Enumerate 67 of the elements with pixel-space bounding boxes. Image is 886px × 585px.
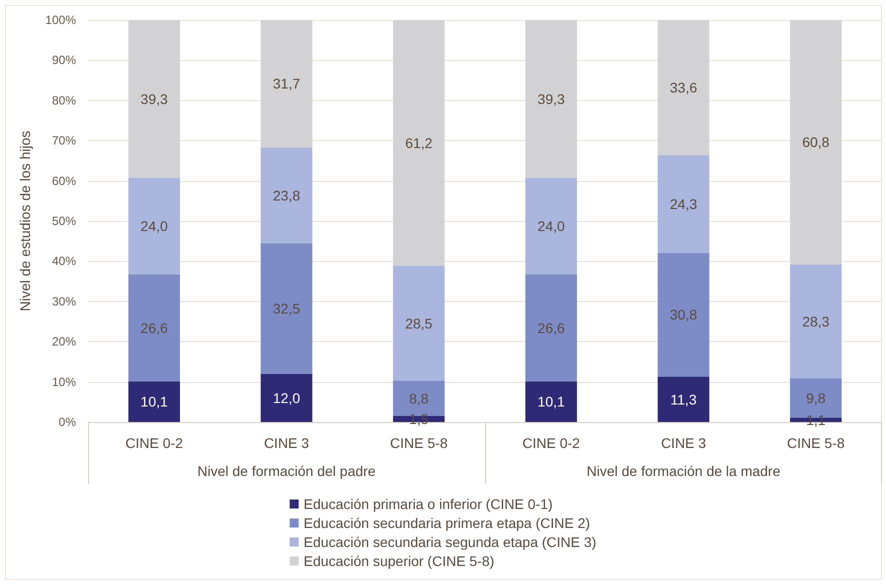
bar: [128, 20, 180, 178]
text: Nivel de formación de la madre: [586, 463, 781, 479]
legend-label: Educación secundaria segunda etapa (CINE 3): [304, 534, 596, 550]
legend-label: Educación superior (CINE 5-8): [304, 553, 494, 569]
x-tick-label: CINE 0-2: [125, 435, 184, 451]
bar: [128, 381, 180, 422]
y-tick-label: 80%: [52, 93, 76, 108]
data-label: 61,2: [405, 135, 433, 152]
bar: [393, 380, 445, 416]
bar: [128, 178, 180, 274]
bar: [525, 20, 577, 178]
x-tick-label: CINE 0-2: [522, 435, 580, 451]
data-label: 8,8: [409, 390, 429, 406]
bar: [525, 381, 577, 422]
y-tick-label: 60%: [52, 174, 76, 188]
bar: [658, 252, 710, 377]
data-label: 28,3: [802, 313, 830, 330]
data-label: 31,7: [272, 76, 300, 92]
y-tick-label: 70%: [52, 134, 76, 148]
bar: [393, 266, 445, 381]
data-label: 12,0: [272, 390, 300, 406]
bar: [260, 20, 312, 148]
data-label: 30,8: [670, 306, 698, 323]
data-label: 10,1: [538, 394, 566, 410]
bar: [790, 264, 842, 378]
data-label: 11,3: [670, 391, 697, 408]
data-label: 10,1: [140, 394, 168, 410]
bar: [525, 274, 577, 382]
data-label: 60,8: [802, 134, 830, 150]
y-tick-label: 40%: [52, 254, 76, 268]
data-label: 28,5: [405, 315, 433, 332]
data-label: 24,0: [538, 218, 566, 234]
text: Nivel de formación del padre: [197, 463, 376, 479]
bar: [260, 374, 312, 422]
bar: [260, 147, 312, 244]
data-label: 32,5: [272, 300, 300, 316]
y-tick-label: 50%: [52, 214, 76, 228]
data-label: 23,8: [272, 187, 300, 204]
data-label: 24,3: [670, 196, 698, 212]
legend-label: Educación secundaria primera etapa (CINE 2): [304, 515, 590, 531]
y-tick-label: 20%: [52, 334, 76, 349]
bar: [393, 20, 445, 266]
bar: [658, 155, 710, 253]
data-label: 39,3: [140, 90, 168, 107]
data-label: 9,8: [806, 390, 826, 406]
x-tick-label: CINE 5-8: [787, 435, 845, 451]
y-tick-label: 90%: [52, 53, 76, 68]
x-tick-label: CINE 3: [660, 435, 706, 451]
y-tick-label: 10%: [52, 374, 76, 389]
bar: [128, 274, 180, 382]
data-label: 33,6: [670, 80, 698, 96]
data-label: 39,3: [538, 90, 566, 107]
bar: [658, 376, 710, 422]
bar: [525, 178, 577, 274]
data-label: 24,0: [140, 218, 168, 234]
data-label: 26,6: [538, 320, 566, 336]
bar: [658, 20, 710, 156]
x-tick-label: CINE 3: [264, 435, 310, 451]
bar: [790, 20, 842, 264]
y-tick-label: 100%: [45, 13, 76, 27]
y-tick-label: 30%: [52, 294, 76, 308]
data-label: 26,6: [140, 320, 168, 336]
x-tick-label: CINE 5-8: [390, 435, 448, 451]
legend-label: Educación primaria o inferior (CINE 0-1): [304, 496, 553, 512]
y-axis-title: Nivel de estudios de los hijos: [17, 130, 33, 312]
y-tick-label: 0%: [58, 415, 76, 429]
bar: [260, 243, 312, 374]
